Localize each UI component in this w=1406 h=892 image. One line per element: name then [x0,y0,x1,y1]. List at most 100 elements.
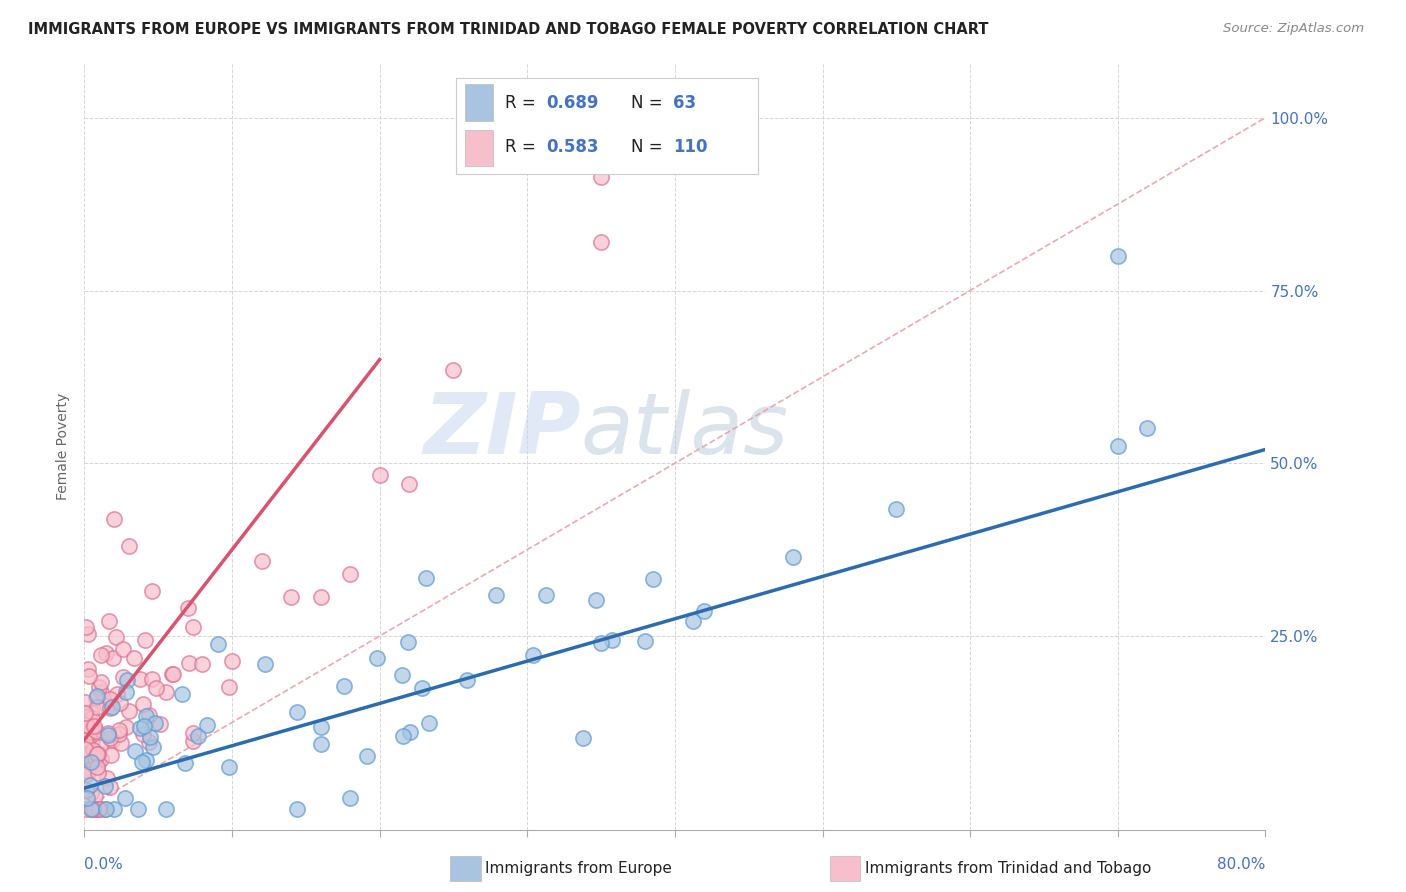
Point [443,363,465,377]
Point [187,729,209,743]
Point [96,727,118,741]
Point [103,511,125,525]
Point [398,476,420,491]
Point [110,735,132,749]
Point [1107,440,1129,454]
Point [145,681,167,695]
Point [75,761,97,775]
Point [782,549,804,564]
Point [80,802,103,816]
Point [135,709,157,723]
Point [82,802,104,816]
Point [1136,420,1159,434]
Point [339,791,361,805]
Point [84,789,107,803]
Point [155,802,177,816]
Point [73,706,96,720]
Point [75,802,97,816]
Point [96,698,118,713]
Point [84,723,107,738]
Point [83,719,105,733]
Point [118,704,141,718]
Point [80,802,103,816]
Point [101,699,124,714]
Point [77,668,100,682]
Point [115,673,138,688]
Point [90,685,112,699]
Point [100,731,122,745]
Point [76,736,98,750]
Point [134,632,156,647]
Point [418,715,440,730]
Point [86,802,108,816]
Point [75,620,97,634]
Point [87,680,110,694]
Point [103,802,125,816]
Point [141,583,163,598]
Point [522,648,544,662]
Point [250,554,273,568]
Point [80,705,103,719]
Point [1107,249,1129,263]
Point [195,717,218,731]
Point [96,771,118,785]
Point [682,615,704,629]
Point [84,802,107,816]
Point [124,744,146,758]
Point [356,748,378,763]
Point [339,567,361,582]
Text: Source: ZipAtlas.com: Source: ZipAtlas.com [1223,22,1364,36]
Point [309,590,332,604]
Point [536,588,558,602]
Point [90,648,112,663]
Point [309,720,332,734]
Point [77,727,100,741]
Point [98,780,121,794]
Point [110,696,132,710]
Point [94,802,117,816]
Point [396,635,419,649]
Point [132,727,155,741]
Point [366,651,388,665]
Point [572,731,595,746]
Point [89,802,111,816]
Point [75,718,97,732]
Point [591,235,613,249]
Point [177,600,200,615]
Point [174,756,197,770]
Point [368,468,391,483]
Point [138,708,160,723]
Text: 80.0%: 80.0% [1218,857,1265,872]
Point [76,767,98,781]
Text: Immigrants from Trinidad and Tobago: Immigrants from Trinidad and Tobago [865,862,1152,876]
Point [90,674,112,689]
Point [415,571,437,585]
Point [127,802,149,816]
Point [114,685,136,699]
Point [160,666,183,681]
Point [141,672,163,686]
Point [108,726,131,740]
Point [100,748,122,763]
Point [131,756,153,770]
Point [191,657,214,672]
Point [332,679,354,693]
Point [135,753,157,767]
Point [76,791,98,805]
Text: Immigrants from Europe: Immigrants from Europe [485,862,672,876]
Point [97,615,120,629]
Point [86,691,108,706]
Point [886,501,908,516]
Point [591,636,613,650]
Point [97,726,120,740]
Point [76,662,98,676]
Point [143,715,166,730]
Point [132,697,155,711]
Point [83,751,105,765]
Point [129,721,152,735]
Point [87,756,110,771]
Point [83,758,105,772]
Point [456,673,478,688]
Text: ZIP: ZIP [423,389,581,472]
Point [93,779,115,793]
